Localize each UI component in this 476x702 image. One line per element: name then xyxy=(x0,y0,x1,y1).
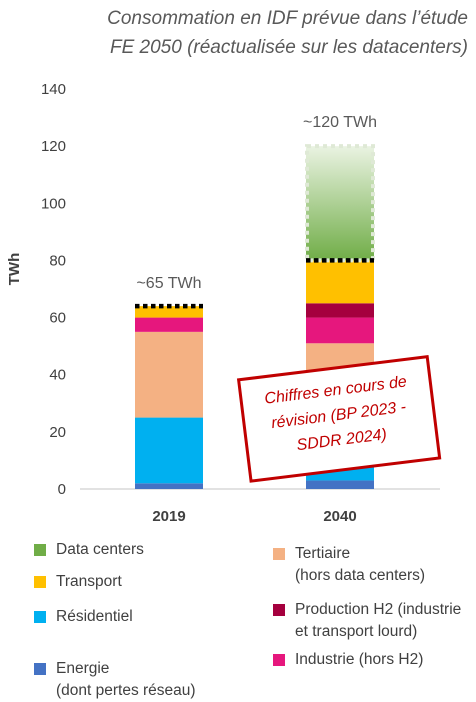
total-label: ~65 TWh xyxy=(136,275,201,292)
y-tick-label: 140 xyxy=(41,81,66,98)
bar-segment xyxy=(135,331,203,418)
stamp-border xyxy=(236,355,442,483)
projection-outline xyxy=(305,144,375,263)
y-axis-label: TWh xyxy=(6,253,23,285)
bar-segment xyxy=(306,480,374,489)
y-tick-label: 60 xyxy=(49,310,66,327)
total-label: ~120 TWh xyxy=(303,114,377,131)
bar-segment xyxy=(306,317,374,344)
y-tick-label: 100 xyxy=(41,195,66,212)
bar-segment xyxy=(135,483,203,489)
bar-segment xyxy=(306,260,374,304)
y-tick-label: 20 xyxy=(49,424,66,441)
chart-title-line-1: Consommation en IDF prévue dans l’étude xyxy=(107,8,468,29)
x-tick-label: 2019 xyxy=(152,508,185,525)
y-tick-label: 40 xyxy=(49,367,66,384)
bar-segment xyxy=(306,146,374,261)
x-tick-label: 2040 xyxy=(323,508,356,525)
bar-segment xyxy=(135,306,203,318)
bar-segment xyxy=(306,303,374,318)
chart-title-line-2: FE 2050 (réactualisée sur les datacenter… xyxy=(109,37,468,58)
y-tick-label: 120 xyxy=(41,138,66,155)
chart-title: Consommation en IDF prévue dans l’étude … xyxy=(0,4,476,62)
y-tick-label: 0 xyxy=(58,481,66,498)
y-tick-label: 80 xyxy=(49,252,66,269)
bar-segment xyxy=(135,317,203,332)
bar-segment xyxy=(135,417,203,484)
